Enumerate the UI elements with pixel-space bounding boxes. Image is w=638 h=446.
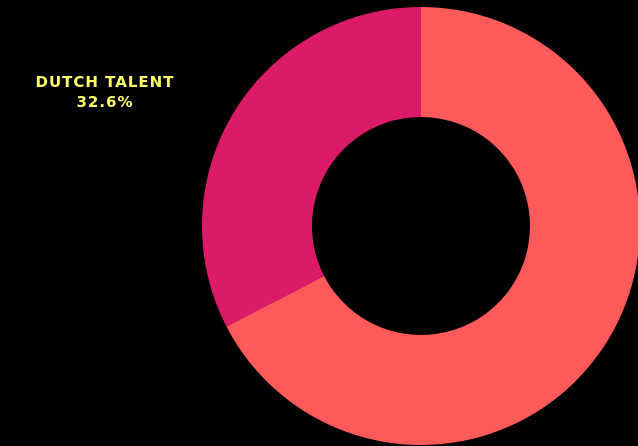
dutch-talent-slice-label: DUTCH TALENT 32.6% — [0, 72, 210, 112]
slice-label-value: 32.6% — [76, 93, 134, 111]
donut-slice-other-0 — [226, 7, 638, 445]
slice-label-name: DUTCH TALENT — [35, 73, 175, 91]
donut-slice-dutch-talent — [202, 7, 421, 327]
